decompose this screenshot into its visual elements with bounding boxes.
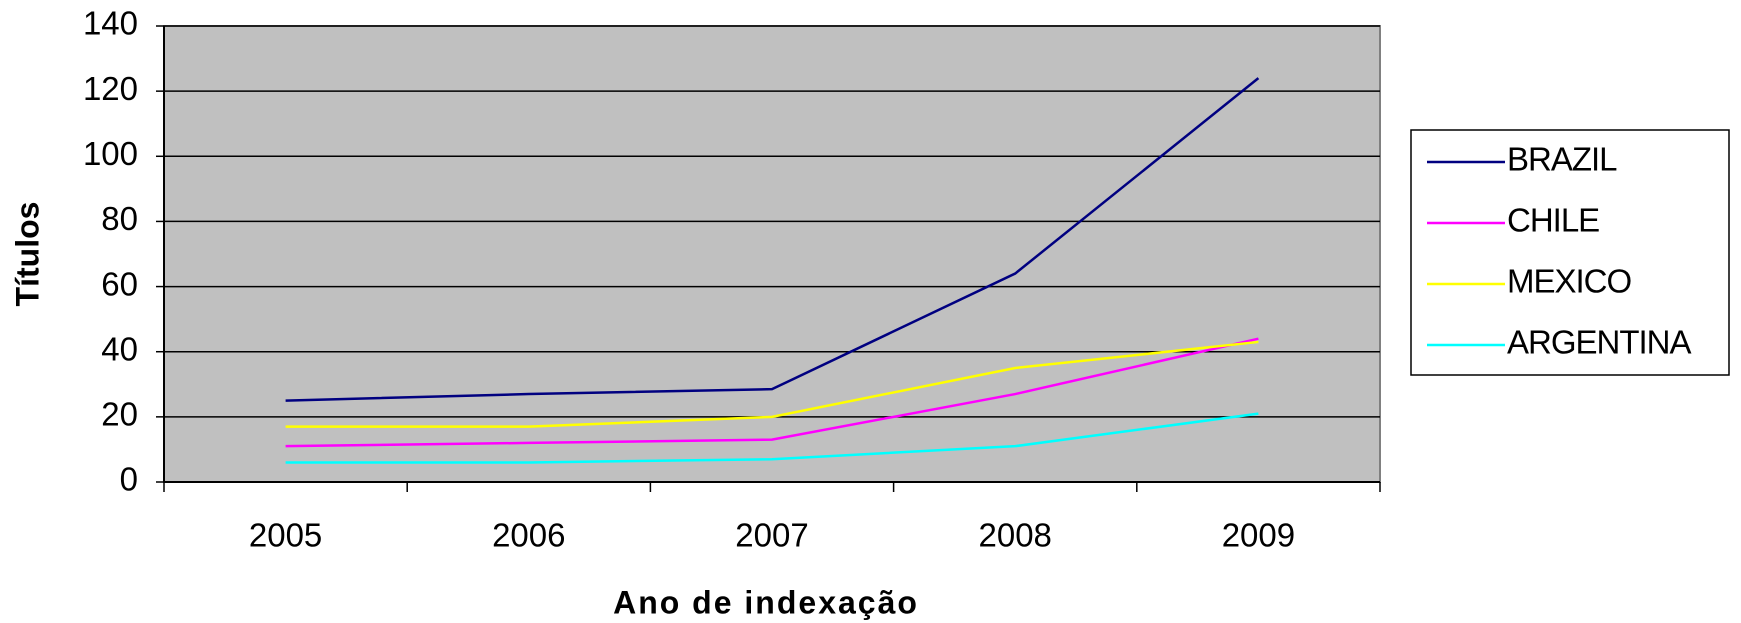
x-axis-title: Ano de indexação [613, 584, 919, 620]
y-tick-label: 20 [101, 396, 138, 433]
plot-area [163, 25, 1381, 483]
y-tick-label: 0 [120, 461, 138, 498]
series-line [285, 412, 1259, 464]
x-tick-label: 2007 [735, 517, 808, 554]
x-tick-label: 2005 [249, 517, 322, 554]
series-line [285, 337, 1259, 448]
legend-label: ARGENTINA [1507, 324, 1692, 361]
x-tick-label: 2008 [978, 517, 1051, 554]
y-tick-label: 120 [83, 70, 138, 107]
y-axis-title: Títulos [9, 202, 45, 307]
series-line [285, 77, 1260, 402]
legend-box [1410, 129, 1730, 376]
x-tick-label: 2006 [492, 517, 565, 554]
y-tick-label: 80 [101, 200, 138, 237]
legend-label: CHILE [1507, 202, 1599, 239]
y-tick-label: 100 [83, 135, 138, 172]
series-line [285, 340, 1259, 428]
y-tick-label: 40 [101, 330, 138, 367]
y-tick-label: 60 [101, 265, 138, 302]
y-tick-label: 140 [83, 5, 138, 42]
legend-label: MEXICO [1507, 263, 1632, 300]
x-tick-label: 2009 [1222, 517, 1295, 554]
legend-label: BRAZIL [1507, 141, 1617, 178]
